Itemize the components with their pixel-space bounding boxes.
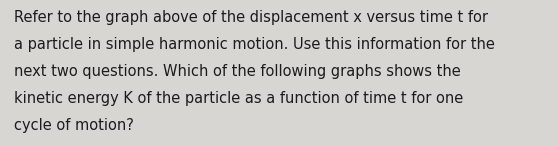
Text: a particle in simple harmonic motion. Use this information for the: a particle in simple harmonic motion. Us… — [14, 37, 495, 52]
Text: kinetic energy K of the particle as a function of time t for one: kinetic energy K of the particle as a fu… — [14, 91, 463, 106]
Text: Refer to the graph above of the displacement x versus time t for: Refer to the graph above of the displace… — [14, 10, 488, 25]
Text: cycle of motion?: cycle of motion? — [14, 118, 134, 133]
Text: next two questions. Which of the following graphs shows the: next two questions. Which of the followi… — [14, 64, 461, 79]
